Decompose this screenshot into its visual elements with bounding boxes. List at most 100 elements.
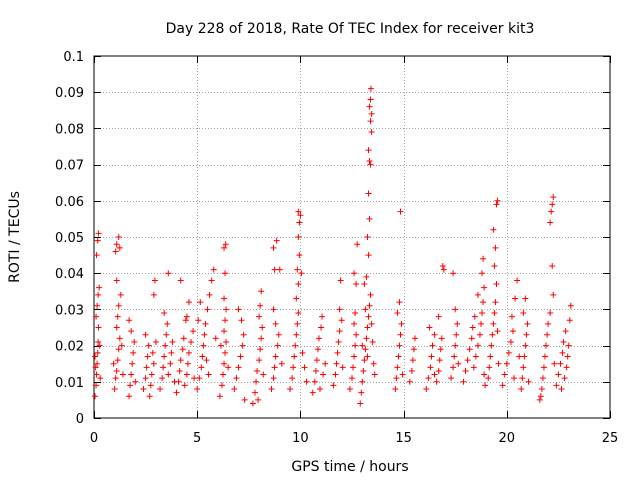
data-point — [128, 371, 135, 378]
data-point — [503, 360, 510, 367]
y-tick-label: 0.01 — [55, 376, 84, 391]
data-point — [95, 230, 102, 237]
data-point — [490, 226, 497, 233]
data-point — [525, 378, 532, 385]
x-tick-label: 20 — [499, 431, 516, 446]
data-point — [438, 335, 445, 342]
data-point — [97, 375, 104, 382]
data-point — [352, 342, 359, 349]
data-point — [486, 364, 493, 371]
data-point — [364, 324, 371, 331]
data-point — [406, 378, 413, 385]
data-point — [241, 396, 248, 403]
data-point — [176, 367, 183, 374]
data-point — [167, 360, 174, 367]
data-point — [272, 353, 279, 360]
data-point — [548, 208, 555, 215]
data-point — [132, 378, 139, 385]
data-point — [95, 338, 102, 345]
data-point — [339, 364, 346, 371]
data-point — [479, 310, 486, 317]
data-point — [268, 386, 275, 393]
y-tick-label: 0.02 — [55, 340, 84, 355]
data-points — [92, 85, 574, 407]
data-point — [455, 360, 462, 367]
data-point — [539, 375, 546, 382]
data-point — [474, 291, 481, 298]
data-point — [562, 328, 569, 335]
data-point — [514, 277, 521, 284]
data-point — [365, 252, 372, 259]
y-tick-label: 0.05 — [55, 231, 84, 246]
data-point — [164, 320, 171, 327]
data-point — [181, 382, 188, 389]
data-point — [126, 317, 133, 324]
data-point — [198, 364, 205, 371]
data-point — [270, 375, 277, 382]
data-point — [177, 357, 184, 364]
data-point — [128, 328, 135, 335]
data-point — [338, 317, 345, 324]
data-point — [313, 357, 320, 364]
data-point — [147, 382, 154, 389]
data-point — [257, 346, 264, 353]
data-point — [195, 317, 202, 324]
y-tick-label: 0.03 — [55, 303, 84, 318]
data-point — [494, 328, 501, 335]
chart-title: Day 228 of 2018, Rate Of TEC Index for r… — [166, 21, 535, 37]
data-point — [520, 364, 527, 371]
data-point — [212, 335, 219, 342]
data-point — [364, 353, 371, 360]
data-point — [336, 306, 343, 313]
data-point — [204, 306, 211, 313]
data-point — [235, 306, 242, 313]
data-point — [319, 313, 326, 320]
data-point — [491, 310, 498, 317]
data-point — [410, 346, 417, 353]
data-point — [260, 371, 267, 378]
data-point — [303, 378, 310, 385]
data-point — [549, 201, 556, 208]
data-point — [294, 320, 301, 327]
data-point — [492, 244, 499, 251]
data-point — [332, 371, 339, 378]
data-point — [516, 353, 523, 360]
data-point — [199, 353, 206, 360]
data-point — [563, 364, 570, 371]
data-point — [365, 147, 372, 154]
data-point — [296, 252, 303, 259]
data-point — [148, 371, 155, 378]
data-point — [481, 284, 488, 291]
data-point — [142, 375, 149, 382]
data-point — [487, 353, 494, 360]
data-point — [309, 389, 316, 396]
data-point — [330, 382, 337, 389]
data-point — [115, 234, 122, 240]
data-point — [351, 320, 358, 327]
data-point — [365, 190, 372, 197]
data-point — [468, 335, 475, 342]
data-point — [237, 353, 244, 360]
data-point — [271, 364, 278, 371]
data-point — [169, 338, 176, 345]
data-point — [152, 338, 159, 345]
data-point — [547, 310, 554, 317]
data-point — [221, 295, 228, 302]
data-point — [249, 400, 256, 407]
data-point — [312, 367, 319, 374]
data-point — [318, 324, 325, 331]
data-point — [218, 382, 225, 389]
data-point — [210, 266, 217, 273]
data-point — [182, 317, 189, 324]
data-point — [93, 371, 100, 378]
data-point — [429, 342, 436, 349]
data-point — [301, 364, 308, 371]
data-point — [409, 357, 416, 364]
data-point — [273, 237, 280, 244]
data-point — [112, 375, 119, 382]
x-axis-label: GPS time / hours — [291, 459, 408, 475]
data-point — [561, 375, 568, 382]
data-point — [292, 342, 299, 349]
data-point — [149, 349, 156, 356]
data-point — [222, 317, 229, 324]
